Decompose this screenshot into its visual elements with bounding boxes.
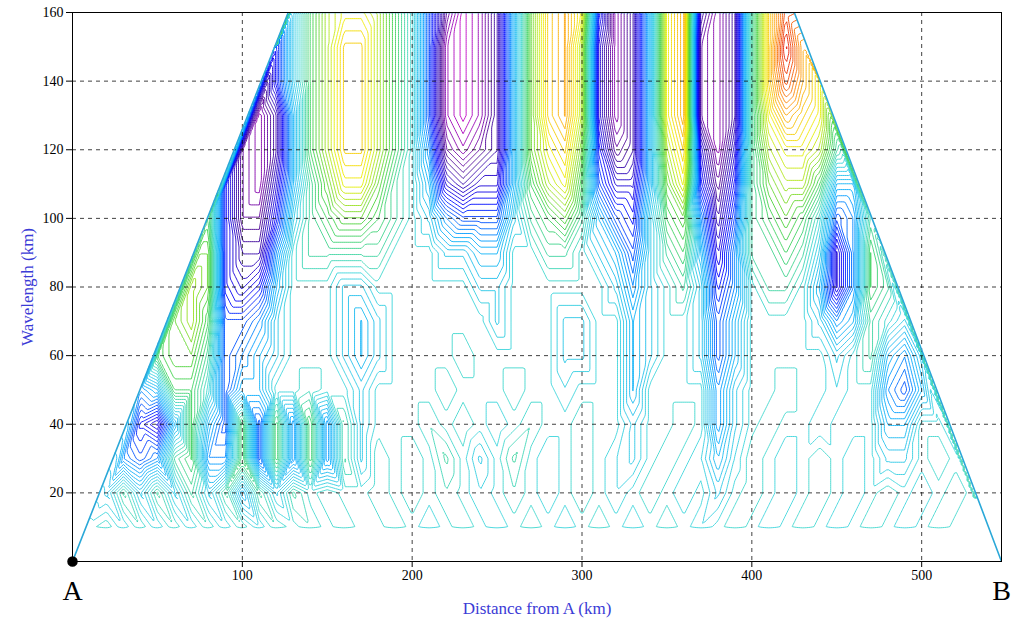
svg-text:20: 20 xyxy=(50,485,64,500)
svg-text:Wavelength (km): Wavelength (km) xyxy=(18,228,37,346)
svg-text:100: 100 xyxy=(232,568,253,583)
svg-text:B: B xyxy=(992,575,1011,606)
svg-text:200: 200 xyxy=(402,568,423,583)
svg-text:120: 120 xyxy=(43,142,64,157)
svg-text:60: 60 xyxy=(50,348,64,363)
svg-text:160: 160 xyxy=(43,5,64,20)
svg-text:500: 500 xyxy=(911,568,932,583)
svg-text:400: 400 xyxy=(741,568,762,583)
svg-text:A: A xyxy=(62,575,83,606)
svg-text:140: 140 xyxy=(43,74,64,89)
svg-text:80: 80 xyxy=(50,279,64,294)
svg-text:Distance from A (km): Distance from A (km) xyxy=(463,599,612,618)
svg-text:40: 40 xyxy=(50,417,64,432)
svg-text:100: 100 xyxy=(43,211,64,226)
svg-text:300: 300 xyxy=(572,568,593,583)
